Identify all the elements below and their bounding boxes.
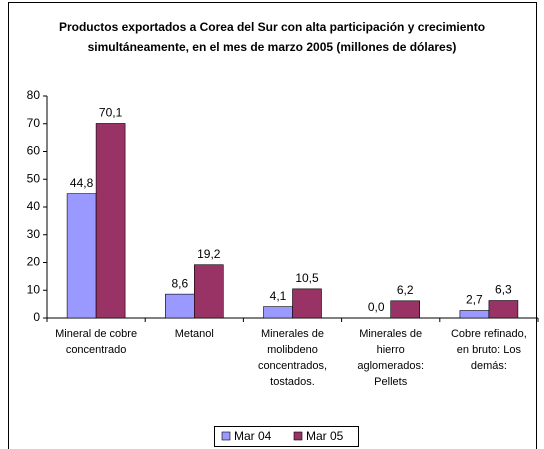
value-label: 6,3 — [495, 283, 512, 297]
y-tick-label: 20 — [27, 255, 41, 269]
bar — [95, 123, 126, 319]
bar — [488, 300, 519, 319]
y-tick-label: 50 — [27, 171, 41, 185]
bar — [459, 310, 490, 319]
x-tick-label: Mineral de cobre concentrado — [55, 328, 138, 356]
value-label: 19,2 — [197, 247, 221, 261]
chart-title: Productos exportados a Corea del Sur con… — [58, 20, 486, 54]
value-label: 4,1 — [270, 289, 287, 303]
value-label: 8,6 — [171, 276, 188, 290]
y-tick-label: 10 — [27, 282, 41, 296]
value-label: 44,8 — [70, 176, 94, 190]
value-label: 6,2 — [397, 283, 414, 297]
x-tick-label: Metanol — [174, 328, 214, 340]
value-label: 10,5 — [295, 271, 319, 285]
value-label: 70,1 — [99, 106, 123, 120]
y-tick-label: 70 — [27, 116, 41, 130]
value-label: 2,7 — [466, 293, 483, 307]
y-tick-label: 40 — [27, 199, 41, 213]
bar — [390, 300, 421, 319]
chart-frame — [8, 2, 537, 449]
legend-label: Mar 04 — [234, 429, 272, 443]
legend-box — [214, 426, 359, 447]
value-label: 0,0 — [368, 300, 385, 314]
bar — [66, 193, 97, 319]
bar — [292, 288, 322, 319]
x-tick-label: Cobre refinado, en bruto: Los demás: — [450, 328, 527, 372]
y-tick-label: 60 — [27, 144, 41, 158]
y-tick-label: 80 — [27, 88, 41, 102]
legend-label: Mar 05 — [306, 429, 344, 443]
bar — [165, 293, 195, 319]
bar — [263, 306, 293, 319]
y-tick-label: 30 — [27, 227, 41, 241]
legend-swatch — [293, 431, 303, 441]
legend-swatch — [221, 431, 231, 441]
x-tick-label: Minerales de molibdeno concentrados, tos… — [257, 328, 328, 388]
x-tick-label: Minerales de hierro aglomerados: Pellets — [357, 328, 425, 388]
bar — [194, 264, 224, 319]
y-tick-label: 0 — [33, 310, 40, 324]
